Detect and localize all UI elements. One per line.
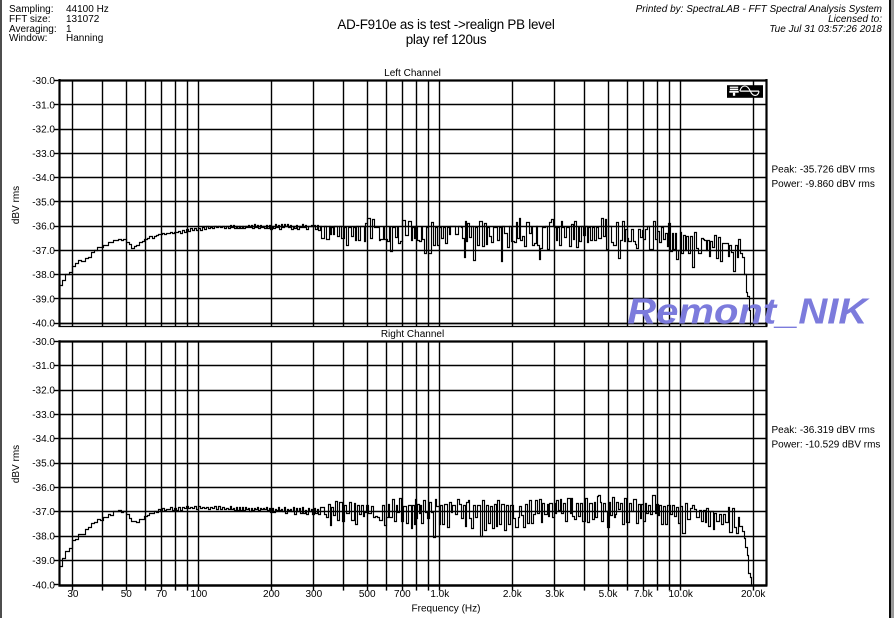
svg-text:3.0k: 3.0k xyxy=(545,589,565,600)
svg-text:dBV rms: dBV rms xyxy=(11,445,22,483)
svg-text:-40.0: -40.0 xyxy=(32,319,55,330)
svg-text:-31.0: -31.0 xyxy=(32,100,55,111)
svg-text:-33.0: -33.0 xyxy=(32,410,55,421)
svg-text:-31.0: -31.0 xyxy=(32,361,55,372)
svg-text:1.0k: 1.0k xyxy=(430,589,450,600)
svg-text:-32.0: -32.0 xyxy=(32,125,55,136)
svg-text:Left Channel: Left Channel xyxy=(384,68,441,79)
svg-text:-30.0: -30.0 xyxy=(32,76,55,87)
svg-text:Peak: -36.319 dBV rms: Peak: -36.319 dBV rms xyxy=(772,425,875,436)
svg-text:Right Channel: Right Channel xyxy=(381,329,444,340)
svg-text:-36.0: -36.0 xyxy=(32,222,55,233)
svg-text:-38.0: -38.0 xyxy=(32,270,55,281)
svg-text:10.0k: 10.0k xyxy=(668,589,693,600)
svg-text:7.0k: 7.0k xyxy=(634,589,654,600)
svg-text:dBV rms: dBV rms xyxy=(11,186,22,224)
svg-text:Peak: -35.726 dBV rms: Peak: -35.726 dBV rms xyxy=(772,165,875,176)
svg-text:-39.0: -39.0 xyxy=(32,294,55,305)
svg-text:-35.0: -35.0 xyxy=(32,197,55,208)
svg-text:2.0k: 2.0k xyxy=(503,589,523,600)
svg-text:-39.0: -39.0 xyxy=(32,556,55,567)
svg-text:-34.0: -34.0 xyxy=(32,173,55,184)
svg-text:-38.0: -38.0 xyxy=(32,532,55,543)
svg-text:-30.0: -30.0 xyxy=(32,337,55,348)
svg-text:-34.0: -34.0 xyxy=(32,434,55,445)
svg-text:5.0k: 5.0k xyxy=(599,589,619,600)
svg-text:-33.0: -33.0 xyxy=(32,149,55,160)
svg-text:-37.0: -37.0 xyxy=(32,507,55,518)
svg-text:Frequency (Hz): Frequency (Hz) xyxy=(412,604,481,615)
svg-text:Power: -10.529 dBV rms: Power: -10.529 dBV rms xyxy=(772,439,881,450)
svg-text:-37.0: -37.0 xyxy=(32,246,55,257)
svg-text:70: 70 xyxy=(156,589,168,600)
svg-text:-40.0: -40.0 xyxy=(32,580,55,591)
svg-text:100: 100 xyxy=(191,589,208,600)
svg-text:-35.0: -35.0 xyxy=(32,459,55,470)
svg-text:50: 50 xyxy=(121,589,133,600)
svg-text:200: 200 xyxy=(263,589,280,600)
svg-text:-36.0: -36.0 xyxy=(32,483,55,494)
svg-text:-32.0: -32.0 xyxy=(32,386,55,397)
svg-text:700: 700 xyxy=(394,589,411,600)
svg-text:500: 500 xyxy=(359,589,376,600)
svg-text:300: 300 xyxy=(305,589,322,600)
svg-text:Power: -9.860 dBV rms: Power: -9.860 dBV rms xyxy=(772,179,875,190)
svg-text:20.0k: 20.0k xyxy=(741,589,766,600)
svg-text:30: 30 xyxy=(67,589,79,600)
